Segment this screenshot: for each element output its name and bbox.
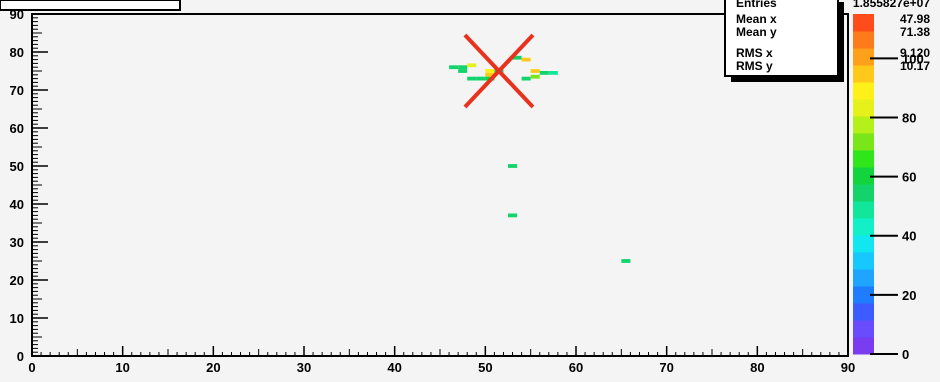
x-tick-label: 90 [841,360,855,375]
palette-swatch [853,184,874,202]
y-tick-label: 10 [10,311,24,326]
x-tick-label: 40 [387,360,401,375]
x-tick-label: 20 [206,360,220,375]
stats-label: RMS y [736,59,773,73]
palette-swatch [853,116,874,134]
palette-swatch [853,31,874,49]
heatmap-cell [467,76,477,81]
y-tick-label: 70 [10,83,24,98]
stats-label: Entries [736,0,777,10]
heatmap-cell [512,55,522,60]
title-pad [0,0,181,11]
heatmap-cell [485,69,495,73]
heatmap-cell [449,65,459,70]
palette-tick-label: 20 [902,288,916,303]
palette-swatch [853,252,874,270]
y-tick-label: 50 [10,159,24,174]
palette-swatch [853,337,874,355]
heatmap-cell [508,213,518,218]
x-tick-label: 10 [115,360,129,375]
palette-swatch [853,201,874,219]
palette-swatch [853,320,874,338]
stats-box-frame [724,0,839,77]
axes: 0 10 20 30 40 50 60 70 80 90 0 10 20 30 40 50 60 70 80 90 [10,7,856,375]
palette-swatch [853,303,874,321]
stats-value: 71.38 [900,25,930,39]
palette-tick-label: 0 [902,347,909,362]
stats-label: Mean x [736,12,777,26]
stats-value: 10.17 [900,59,930,73]
heatmap-cell [458,65,468,70]
stats-label: RMS x [736,46,773,60]
palette-swatch [853,167,874,185]
palette-swatch [853,269,874,287]
cross-marker-line [463,33,535,109]
y-tick-label: 80 [10,45,24,60]
x-tick-label: 50 [478,360,492,375]
heatmap-cell [467,63,477,68]
palette-swatch [853,150,874,168]
y-tick-label: 20 [10,273,24,288]
palette-tick-label: 40 [902,229,916,244]
color-palette: 0 20 40 60 80 100 [853,14,924,362]
heatmap-cell [521,57,531,62]
y-tick-label: 60 [10,121,24,136]
y-tick-label: 40 [10,197,24,212]
palette-swatch [853,82,874,100]
x-tick-label: 60 [569,360,583,375]
x-tick-label: 70 [659,360,673,375]
plot-frame [31,13,849,357]
palette-tick-label: 80 [902,110,916,125]
palette-swatch [853,99,874,117]
heatmap-cell [621,259,631,263]
plot-area [31,13,849,357]
heatmap-cell [530,69,540,73]
heatmap-cell [458,69,468,73]
heatmap-cell [521,76,531,81]
x-tick-label: 30 [297,360,311,375]
y-tick-label: 0 [17,349,24,364]
x-tick-label: 80 [750,360,764,375]
heatmap-cell [485,72,495,77]
heatmap-cell [476,76,486,81]
stats-value: 9.120 [900,46,930,60]
palette-swatch [853,65,874,83]
palette-tick-label: 100 [902,51,924,66]
palette-swatch [853,286,874,304]
heatmap-cell [508,164,518,168]
y-tick-label: 90 [10,7,24,22]
heatmap-cell [548,71,558,75]
stats-label: Mean y [736,25,777,39]
palette-swatch [853,14,874,32]
stats-box: Entries 1.855827e+07 Mean x 47.98 Mean y 71.3… [724,0,930,82]
heatmap-cell [530,74,540,79]
y-tick-label: 30 [10,235,24,250]
stats-value: 1.855827e+07 [853,0,930,10]
palette-swatch [853,235,874,253]
stats-value: 47.98 [900,12,930,26]
palette-swatch [853,133,874,151]
palette-swatch [853,48,874,66]
heatmap-cell [539,71,549,75]
palette-tick-label: 60 [902,170,916,185]
palette-swatch [853,218,874,236]
x-tick-label: 0 [28,360,35,375]
